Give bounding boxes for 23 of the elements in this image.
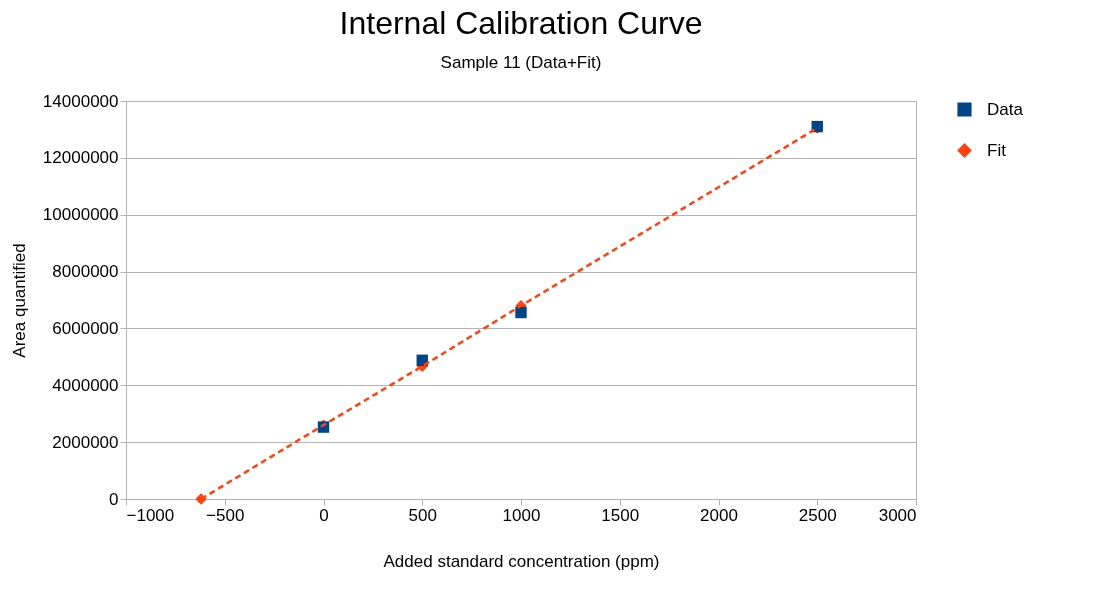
x-tick-label: 500 xyxy=(408,505,437,525)
legend-label: Fit xyxy=(987,140,1007,160)
y-axis-title: Area quantified xyxy=(9,243,29,358)
x-tick-label: 0 xyxy=(319,505,329,525)
x-axis-title: Added standard concentration (ppm) xyxy=(383,551,660,571)
x-tick-label: 2500 xyxy=(798,505,837,525)
y-tick-label: 8000000 xyxy=(52,262,119,282)
x-tick-label: −500 xyxy=(206,505,245,525)
legend-label: Data xyxy=(987,99,1024,119)
y-tick-label: 4000000 xyxy=(52,375,119,395)
chart-title: Internal Calibration Curve xyxy=(339,5,703,41)
y-tick-label: 2000000 xyxy=(52,432,119,452)
y-tick-label: 10000000 xyxy=(42,205,119,225)
y-tick-label: 14000000 xyxy=(42,91,119,111)
y-tick-label: 0 xyxy=(109,489,119,509)
x-tick-label: −1000 xyxy=(126,505,175,525)
x-tick-label: 3000 xyxy=(878,505,917,525)
y-tick-label: 12000000 xyxy=(42,148,119,168)
chart-subtitle: Sample 11 (Data+Fit) xyxy=(440,53,602,72)
x-tick-label: 2000 xyxy=(700,505,738,525)
x-tick-label: 1500 xyxy=(601,505,640,525)
y-tick-label: 6000000 xyxy=(52,318,119,338)
x-tick-label: 1000 xyxy=(502,505,541,525)
